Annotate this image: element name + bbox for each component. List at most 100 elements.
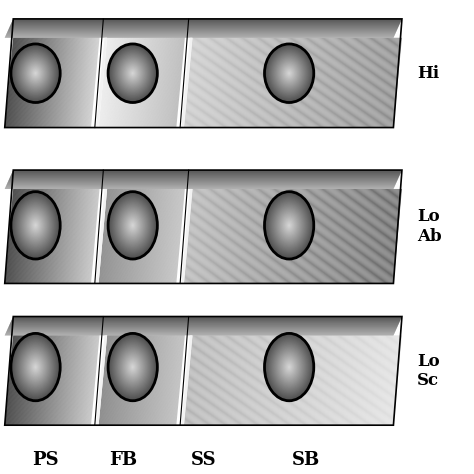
Polygon shape [92, 189, 101, 283]
Ellipse shape [18, 52, 54, 94]
Polygon shape [22, 38, 31, 128]
Polygon shape [322, 189, 331, 283]
Polygon shape [144, 38, 153, 128]
Ellipse shape [112, 198, 153, 253]
Polygon shape [99, 336, 108, 425]
Polygon shape [273, 336, 283, 425]
Ellipse shape [127, 217, 139, 234]
Polygon shape [196, 336, 206, 425]
Polygon shape [152, 189, 161, 283]
Polygon shape [20, 189, 29, 283]
Polygon shape [223, 336, 232, 425]
Polygon shape [5, 336, 14, 425]
Text: Lo
Sc: Lo Sc [417, 353, 440, 389]
Polygon shape [68, 38, 77, 128]
Polygon shape [24, 38, 33, 128]
Polygon shape [78, 336, 87, 425]
Polygon shape [110, 336, 119, 425]
Ellipse shape [285, 219, 293, 231]
Polygon shape [54, 38, 63, 128]
Polygon shape [22, 189, 31, 283]
Polygon shape [275, 336, 284, 425]
Polygon shape [70, 189, 79, 283]
Polygon shape [340, 38, 350, 128]
Polygon shape [98, 336, 107, 425]
Polygon shape [388, 336, 398, 425]
Polygon shape [173, 189, 182, 283]
Polygon shape [94, 38, 103, 128]
Polygon shape [108, 189, 117, 283]
Polygon shape [38, 189, 47, 283]
Polygon shape [321, 38, 330, 128]
Polygon shape [152, 38, 161, 128]
Polygon shape [358, 189, 368, 283]
Polygon shape [18, 189, 27, 283]
Polygon shape [193, 336, 202, 425]
Polygon shape [307, 38, 317, 128]
Polygon shape [54, 336, 63, 425]
Ellipse shape [268, 48, 310, 98]
Polygon shape [128, 336, 137, 425]
Polygon shape [64, 189, 72, 283]
Ellipse shape [29, 358, 42, 376]
Polygon shape [149, 38, 158, 128]
Polygon shape [29, 38, 38, 128]
Polygon shape [51, 336, 60, 425]
Ellipse shape [127, 67, 138, 80]
Ellipse shape [278, 352, 300, 382]
Polygon shape [62, 189, 71, 283]
Polygon shape [59, 336, 68, 425]
Polygon shape [114, 189, 122, 283]
Polygon shape [127, 38, 136, 128]
Polygon shape [5, 189, 14, 283]
Polygon shape [196, 38, 206, 128]
Polygon shape [109, 189, 118, 283]
Polygon shape [97, 336, 105, 425]
Polygon shape [194, 38, 203, 128]
Polygon shape [78, 38, 87, 128]
Polygon shape [230, 189, 240, 283]
Polygon shape [292, 38, 301, 128]
Ellipse shape [286, 70, 292, 77]
Polygon shape [151, 38, 160, 128]
Polygon shape [102, 189, 111, 283]
Polygon shape [233, 336, 243, 425]
Polygon shape [329, 336, 339, 425]
Ellipse shape [12, 46, 59, 101]
Polygon shape [181, 38, 192, 128]
Polygon shape [21, 189, 30, 283]
Polygon shape [34, 336, 43, 425]
Ellipse shape [126, 216, 139, 235]
Ellipse shape [132, 73, 133, 74]
Polygon shape [10, 189, 19, 283]
Polygon shape [164, 336, 173, 425]
Polygon shape [21, 189, 30, 283]
Polygon shape [111, 336, 120, 425]
Polygon shape [50, 336, 59, 425]
Ellipse shape [128, 361, 137, 373]
Ellipse shape [112, 48, 154, 98]
Polygon shape [309, 189, 319, 283]
Ellipse shape [129, 69, 137, 78]
Polygon shape [94, 38, 103, 128]
Polygon shape [71, 189, 80, 283]
Polygon shape [62, 189, 71, 283]
Polygon shape [237, 38, 247, 128]
Polygon shape [209, 336, 219, 425]
Polygon shape [246, 38, 256, 128]
Ellipse shape [17, 342, 54, 392]
Polygon shape [144, 189, 153, 283]
Ellipse shape [128, 219, 137, 231]
Polygon shape [353, 189, 363, 283]
Polygon shape [309, 336, 319, 425]
Polygon shape [180, 336, 190, 425]
Polygon shape [246, 189, 256, 283]
Polygon shape [314, 189, 324, 283]
Polygon shape [84, 38, 93, 128]
Polygon shape [253, 336, 262, 425]
Ellipse shape [289, 73, 290, 74]
Polygon shape [116, 38, 125, 128]
Ellipse shape [113, 199, 153, 252]
Polygon shape [95, 336, 104, 425]
Polygon shape [195, 336, 205, 425]
